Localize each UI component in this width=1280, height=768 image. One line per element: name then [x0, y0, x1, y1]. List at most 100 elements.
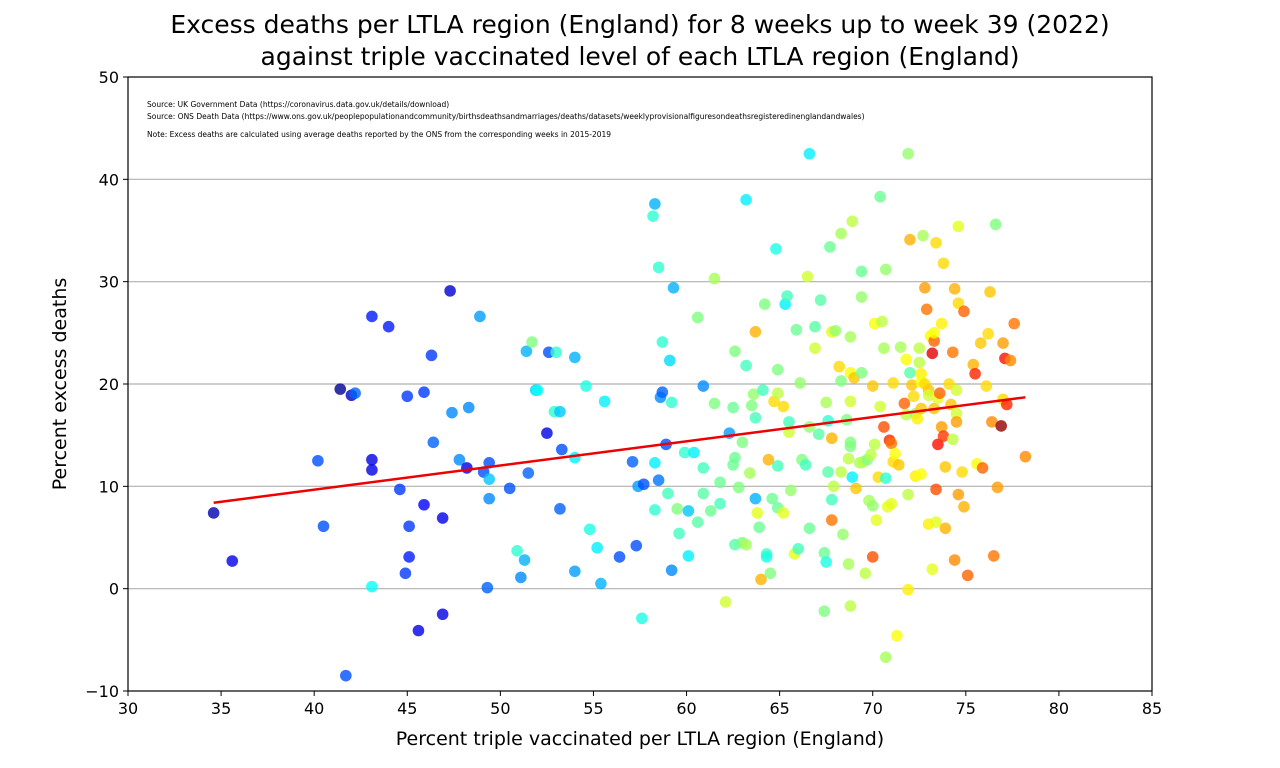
data-point — [939, 522, 952, 535]
data-point — [865, 448, 877, 461]
data-point — [833, 360, 846, 373]
data-point — [1019, 450, 1032, 463]
data-point — [939, 461, 952, 473]
data-point — [744, 467, 756, 479]
data-point — [859, 567, 872, 580]
data-point — [891, 629, 903, 642]
x-axis-label: Percent triple vaccinated per LTLA regio… — [396, 728, 884, 750]
data-point — [556, 443, 568, 456]
data-point — [550, 346, 563, 359]
data-point — [436, 512, 449, 524]
data-point — [736, 436, 749, 449]
data-point — [511, 545, 523, 557]
data-point — [887, 377, 900, 389]
data-point — [926, 347, 939, 360]
data-point — [418, 386, 430, 398]
data-point — [667, 282, 680, 294]
trendline-group — [213, 396, 1026, 504]
data-point — [637, 478, 650, 491]
data-point — [403, 551, 415, 563]
data-point — [904, 366, 916, 379]
data-point — [866, 380, 879, 392]
data-point — [732, 481, 745, 494]
data-point — [829, 324, 842, 337]
data-point — [913, 356, 926, 369]
data-point — [771, 363, 784, 376]
data-point — [969, 367, 981, 380]
data-point — [911, 412, 924, 425]
data-point — [814, 294, 827, 306]
data-point — [952, 220, 965, 233]
data-point — [855, 291, 868, 303]
data-point — [554, 503, 566, 515]
data-point — [665, 396, 678, 409]
data-point — [708, 272, 721, 285]
data-point — [777, 507, 790, 519]
data-point — [663, 354, 676, 367]
data-point — [842, 558, 855, 570]
data-point — [933, 387, 946, 400]
data-point — [950, 407, 963, 420]
data-point — [412, 624, 425, 637]
data-point — [483, 473, 495, 485]
data-point — [366, 453, 378, 466]
data-point — [974, 337, 987, 349]
data-point — [878, 421, 890, 433]
data-point — [366, 580, 378, 593]
x-tick-label: 40 — [304, 699, 324, 718]
data-point — [1008, 317, 1021, 330]
data-point — [790, 323, 803, 336]
data-point — [688, 446, 700, 459]
data-point — [656, 386, 669, 398]
data-point — [920, 303, 933, 316]
x-tick-label: 60 — [676, 699, 696, 718]
data-point — [967, 358, 980, 371]
data-point — [835, 466, 847, 478]
data-point — [436, 608, 449, 621]
data-point — [900, 353, 913, 366]
data-point — [855, 265, 868, 278]
trendline — [213, 396, 1026, 504]
x-tick-label: 50 — [490, 699, 510, 718]
data-point — [520, 345, 533, 358]
data-point — [656, 336, 669, 348]
data-point — [682, 550, 695, 562]
data-point — [818, 547, 831, 559]
data-point — [948, 283, 961, 295]
data-point — [569, 351, 581, 364]
data-point — [892, 459, 905, 471]
data-point — [824, 241, 836, 253]
data-points — [207, 147, 1032, 682]
data-point — [919, 282, 931, 294]
data-point — [474, 310, 486, 323]
data-point — [801, 270, 814, 283]
data-point — [956, 466, 968, 478]
data-point — [866, 499, 879, 512]
data-point — [652, 261, 665, 274]
data-point — [995, 420, 1007, 432]
data-point — [783, 416, 795, 428]
data-point — [483, 492, 495, 505]
y-tick-label: −10 — [85, 682, 119, 701]
data-point — [1004, 354, 1017, 367]
data-point — [946, 433, 959, 446]
data-point — [952, 488, 965, 501]
data-point — [340, 669, 352, 682]
data-point — [835, 375, 847, 387]
data-point — [755, 573, 767, 586]
data-point — [554, 405, 566, 418]
y-tick-label: 0 — [109, 580, 119, 599]
data-point — [878, 342, 890, 354]
x-tick-label: 35 — [211, 699, 231, 718]
data-point — [697, 462, 710, 474]
data-point — [781, 290, 793, 302]
data-point — [394, 483, 406, 496]
data-point — [531, 384, 544, 396]
data-point — [481, 581, 494, 594]
data-point — [503, 482, 516, 495]
data-point — [889, 447, 901, 460]
data-point — [980, 380, 993, 392]
data-point — [649, 456, 661, 469]
data-point — [403, 520, 415, 533]
data-point — [760, 551, 773, 563]
